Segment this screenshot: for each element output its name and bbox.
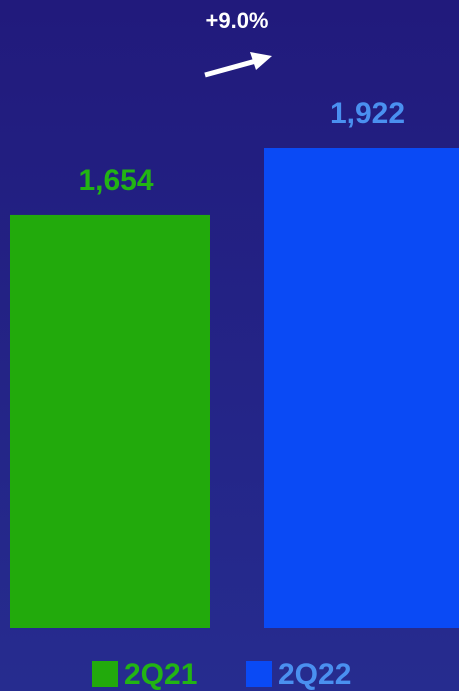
value-label: 1,654 [78,164,153,197]
value-label: 1,922 [330,97,405,130]
legend-swatch [246,661,272,687]
bar [264,148,459,628]
growth-arrow [204,52,272,78]
legend-swatch [92,661,118,687]
bar [10,214,210,628]
annotation: +9.0% [206,8,269,33]
legend-label: 2Q21 [124,658,197,691]
legend-label: 2Q22 [278,658,351,691]
